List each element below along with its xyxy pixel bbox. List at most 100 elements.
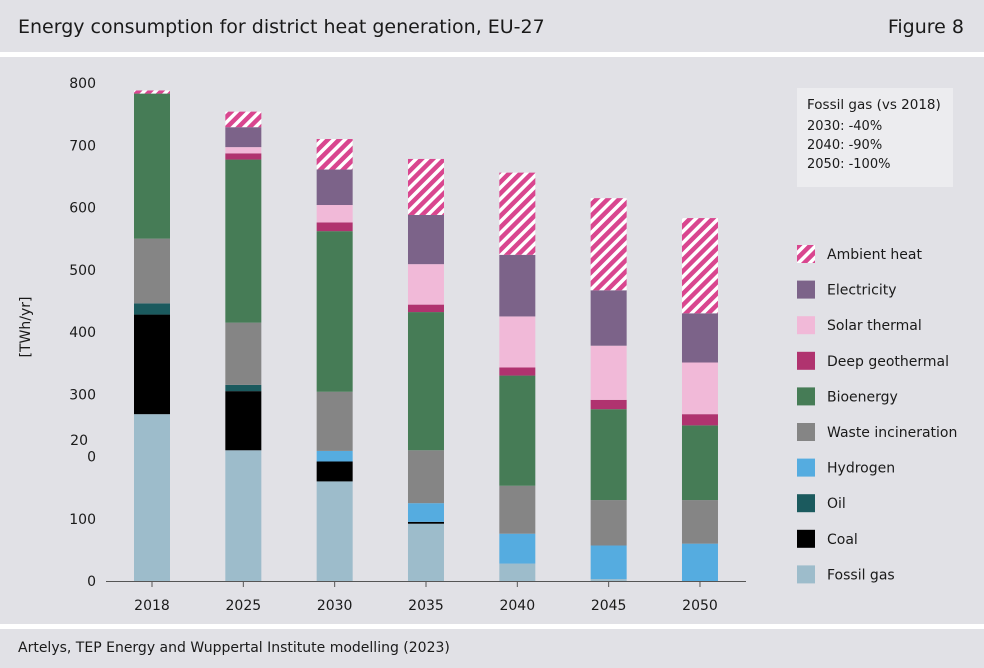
legend-swatch-fossil-gas: [797, 565, 815, 584]
y-tick-label: 100: [69, 512, 96, 528]
bar-waste-incineration-2035: [407, 450, 444, 504]
bar-hydrogen-2035: [407, 503, 444, 522]
fossil-gas-note: Fossil gas (vs 2018) 2030: -40% 2040: -9…: [797, 88, 953, 187]
y-tick-label: 500: [69, 263, 96, 279]
bar-hydrogen-2040: [499, 533, 536, 564]
legend-label-ambient-heat: Ambient heat: [827, 247, 922, 263]
bar-deep-geothermal-2040: [499, 367, 536, 376]
legend-label-waste-incineration: Waste incineration: [827, 425, 957, 441]
bar-deep-geothermal-2030: [316, 222, 353, 232]
legend-swatch-electricity: [797, 280, 815, 299]
bar-coal-2025: [225, 391, 262, 451]
bar-deep-geothermal-2025: [225, 153, 262, 160]
legend: Ambient heat Electricity Solar thermal Deep…: [797, 245, 957, 584]
legend-item-ambient-heat: Ambient heat: [797, 245, 922, 263]
bar-fossil-gas-2018: [134, 414, 170, 581]
bar-deep-geothermal-2035: [407, 304, 444, 313]
source-note: Artelys, TEP Energy and Wuppertal Instit…: [18, 640, 450, 656]
legend-item-waste-incineration: Waste incineration: [797, 423, 957, 441]
bar-fossil-gas-2040: [499, 563, 536, 581]
legend-swatch-bioenergy: [797, 387, 815, 406]
bar-group-2018: [134, 90, 170, 581]
bottom-rule: [0, 624, 984, 629]
legend-item-hydrogen: Hydrogen: [797, 458, 895, 477]
bar-electricity-2025: [225, 127, 262, 148]
bar-waste-incineration-2050: [681, 500, 718, 544]
bar-coal-2018: [134, 314, 170, 415]
legend-swatch-coal: [797, 529, 815, 548]
legend-label-electricity: Electricity: [827, 283, 897, 299]
note-line-2030: 2030: -40%: [807, 119, 883, 134]
bar-bioenergy-2035: [407, 312, 444, 451]
bar-oil-2018: [134, 303, 170, 315]
bar-solar-thermal-2050: [681, 362, 718, 415]
bar-waste-incineration-2018: [134, 238, 170, 304]
y-tick-label: 300: [69, 387, 96, 403]
y-tick-label: 800: [69, 76, 96, 92]
bar-bioenergy-2025: [225, 159, 262, 323]
bar-oil-2025: [225, 384, 262, 392]
note-title: Fossil gas (vs 2018): [807, 97, 941, 113]
bar-hydrogen-2030: [316, 450, 353, 462]
legend-item-oil: Oil: [797, 494, 846, 513]
legend-swatch-deep-geothermal: [797, 351, 815, 370]
chart-title: Energy consumption for district heat gen…: [18, 16, 545, 38]
bar-solar-thermal-2045: [590, 345, 627, 400]
y-tick-label: 0: [87, 574, 96, 590]
bar-ambient-heat-2045: [590, 198, 627, 291]
x-tick-label: 2025: [226, 598, 262, 614]
bar-solar-thermal-2025: [225, 147, 262, 154]
bar-deep-geothermal-2045: [590, 399, 627, 410]
bar-waste-incineration-2045: [590, 500, 627, 546]
bar-group-2050: [681, 218, 718, 581]
y-tick-label: 700: [69, 138, 96, 154]
y-axis: 0 100 0 300 400 500 600 700 800 20: [69, 76, 96, 590]
bar-bioenergy-2030: [316, 231, 353, 392]
x-tick-label: 2018: [134, 598, 170, 614]
footer: Artelys, TEP Energy and Wuppertal Instit…: [0, 629, 984, 668]
bar-ambient-heat-2040: [499, 172, 536, 255]
legend-label-bioenergy: Bioenergy: [827, 389, 898, 405]
note-line-2040: 2040: -90%: [807, 138, 883, 153]
x-axis: 2018 2025 2030 2035 2040 2045 2050: [134, 581, 718, 614]
bar-fossil-gas-2025: [225, 450, 262, 581]
bar-waste-incineration-2030: [316, 391, 353, 451]
y-tick-label: 0: [87, 450, 96, 466]
bar-coal-2030: [316, 461, 353, 482]
x-tick-label: 2045: [591, 598, 627, 614]
bar-electricity-2045: [590, 290, 627, 346]
y-stray-label: 20: [70, 433, 88, 449]
legend-item-solar-thermal: Solar thermal: [797, 316, 922, 335]
header: Energy consumption for district heat gen…: [0, 0, 984, 52]
bar-bioenergy-2018: [134, 93, 170, 239]
bar-hydrogen-2050: [681, 543, 718, 581]
bar-solar-thermal-2030: [316, 205, 353, 223]
x-tick-label: 2030: [317, 598, 353, 614]
legend-swatch-hydrogen: [797, 458, 815, 477]
bar-group-2040: [499, 172, 536, 581]
bar-bioenergy-2045: [590, 409, 627, 501]
bar-ambient-heat-2030: [316, 139, 353, 170]
legend-label-oil: Oil: [827, 496, 846, 512]
top-rule: [0, 52, 984, 57]
y-tick-label: 400: [69, 325, 96, 341]
bar-group-2035: [407, 158, 444, 581]
bar-group-2045: [590, 198, 627, 581]
bar-deep-geothermal-2050: [681, 414, 718, 426]
legend-label-fossil-gas: Fossil gas: [827, 567, 895, 583]
bar-waste-incineration-2025: [225, 322, 262, 385]
bar-solar-thermal-2035: [407, 264, 444, 305]
legend-item-coal: Coal: [797, 529, 858, 548]
legend-label-hydrogen: Hydrogen: [827, 461, 895, 477]
legend-item-bioenergy: Bioenergy: [797, 387, 898, 406]
note-line-2050: 2050: -100%: [807, 157, 891, 172]
bar-electricity-2030: [316, 169, 353, 206]
legend-swatch-ambient-heat: [797, 245, 815, 263]
legend-item-electricity: Electricity: [797, 280, 897, 299]
bar-coal-2035: [407, 521, 444, 524]
legend-label-solar-thermal: Solar thermal: [827, 318, 922, 334]
bar-electricity-2050: [681, 313, 718, 363]
bar-ambient-heat-2050: [681, 218, 718, 314]
legend-item-fossil-gas: Fossil gas: [797, 565, 895, 584]
